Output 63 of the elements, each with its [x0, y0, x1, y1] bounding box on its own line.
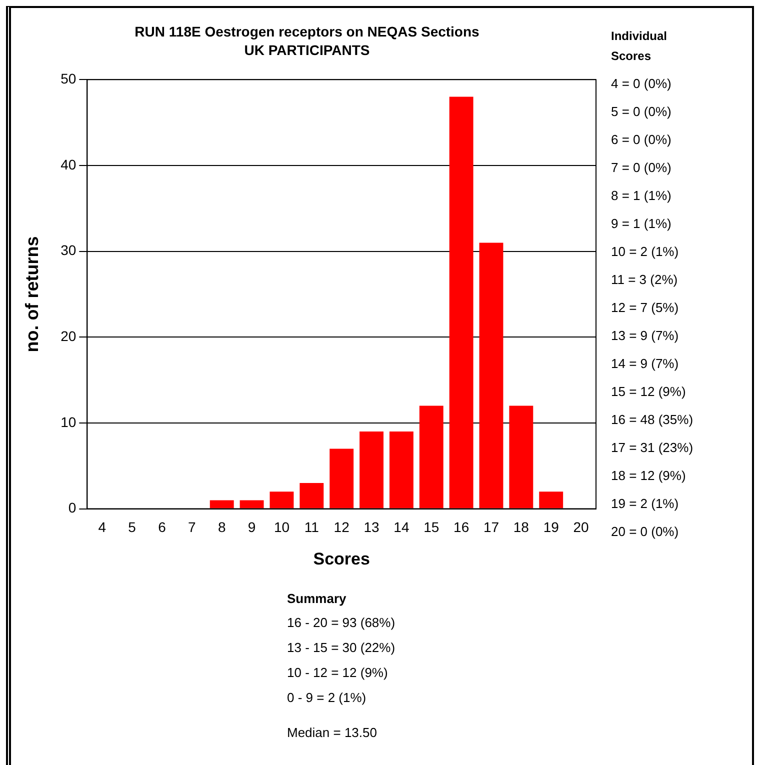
- x-tick-label: 17: [483, 519, 500, 536]
- x-tick-label: 18: [513, 519, 530, 536]
- bar: [330, 448, 354, 508]
- text: Summary: [287, 590, 348, 608]
- bar: [360, 432, 384, 508]
- x-tick-label: 14: [394, 519, 410, 536]
- y-axis-title: no. of returns: [22, 236, 42, 352]
- chart-title: RUN 118E Oestrogen receptors on NEQAS Sections: [134, 23, 480, 40]
- x-tick-label: 12: [334, 519, 350, 536]
- text: 9 = 1 (1%): [611, 215, 672, 233]
- text: 19 = 2 (1%): [611, 495, 680, 513]
- bar: [240, 500, 264, 508]
- y-tick-label: 0: [68, 500, 76, 516]
- x-tick-label: 16: [454, 519, 470, 536]
- text: 8 = 1 (1%): [611, 187, 672, 205]
- text: 7 = 0 (0%): [611, 159, 672, 177]
- bar: [389, 432, 414, 508]
- y-tick-label: 40: [60, 156, 76, 172]
- text: Median = 13.50: [287, 724, 378, 742]
- y-tick-label: 20: [60, 328, 76, 344]
- x-tick-label: 8: [218, 519, 226, 536]
- chart-subtitle: UK PARTICIPANTS: [244, 42, 370, 58]
- text: 14 = 9 (7%): [611, 355, 680, 373]
- x-tick-label: 11: [304, 519, 320, 536]
- x-tick-label: 7: [188, 519, 196, 536]
- text: 13 = 9 (7%): [611, 327, 680, 345]
- x-tick-label: 6: [158, 519, 166, 536]
- y-tick-label: 30: [60, 242, 76, 258]
- y-tick-label: 50: [60, 70, 76, 86]
- text: 13 - 15 = 30 (22%): [287, 639, 396, 657]
- x-tick-label: 10: [274, 519, 290, 536]
- text: 10 - 12 = 12 (9%): [287, 664, 389, 682]
- text: 11 = 3 (2%): [611, 271, 679, 289]
- bar: [539, 492, 564, 508]
- x-axis-title: Scores: [313, 549, 370, 568]
- text: 6 = 0 (0%): [611, 131, 672, 149]
- text: 16 = 48 (35%): [611, 411, 694, 429]
- x-tick-label: 9: [248, 519, 256, 536]
- bar: [449, 96, 474, 508]
- text: 4 = 0 (0%): [611, 75, 672, 93]
- bar: [300, 483, 324, 508]
- text: Individual Scores: [611, 28, 668, 65]
- bar: [419, 406, 444, 508]
- text: 15 = 12 (9%): [611, 383, 687, 401]
- text: 16 - 20 = 93 (68%): [287, 614, 396, 632]
- x-tick-label: 19: [543, 519, 560, 536]
- bar: [270, 492, 294, 508]
- y-tick-label: 10: [60, 414, 76, 430]
- text: 5 = 0 (0%): [611, 103, 672, 121]
- bar: [210, 500, 234, 508]
- text: 10 = 2 (1%): [611, 243, 680, 261]
- text: 17 = 31 (23%): [611, 439, 694, 457]
- text: 18 = 12 (9%): [611, 467, 687, 485]
- x-tick-label: 5: [128, 519, 136, 536]
- text: 12 = 7 (5%): [611, 299, 680, 317]
- x-tick-label: 4: [98, 519, 106, 536]
- x-tick-label: 20: [573, 519, 590, 536]
- bar: [509, 406, 534, 508]
- text: 20 = 0 (0%): [611, 523, 680, 541]
- bar: [479, 242, 504, 508]
- text: 0 - 9 = 2 (1%): [287, 689, 368, 707]
- x-tick-label: 15: [424, 519, 440, 536]
- x-tick-label: 13: [364, 519, 380, 536]
